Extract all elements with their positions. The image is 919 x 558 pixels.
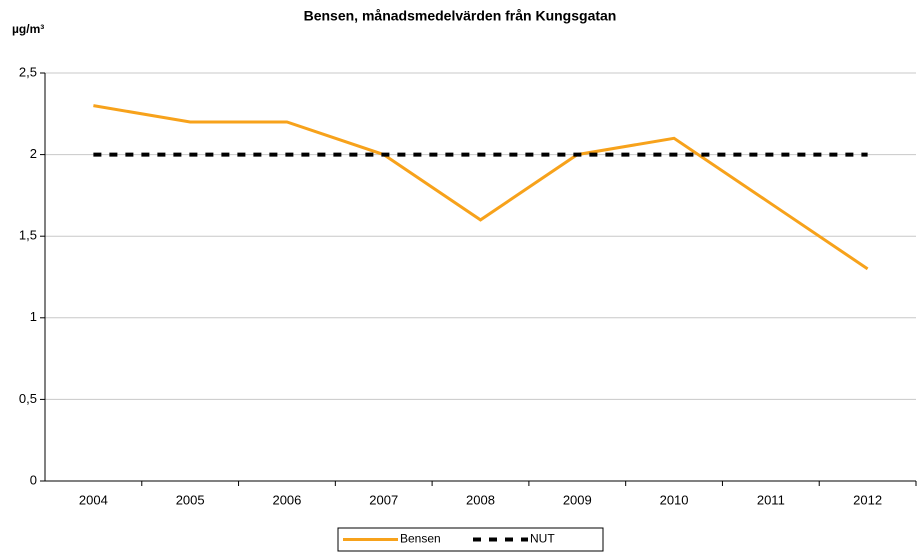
- x-tick-label: 2004: [79, 492, 108, 507]
- x-tick-label: 2009: [563, 492, 592, 507]
- y-tick-label: 1: [30, 309, 37, 324]
- y-tick-label: 1,5: [19, 228, 37, 243]
- line-series: [93, 104, 869, 271]
- legend-box: [337, 527, 604, 552]
- chart-title: Bensen, månadsmedelvärden från Kungsgata…: [304, 8, 617, 24]
- legend-label: Bensen: [400, 532, 441, 546]
- x-tick-label: 2005: [176, 492, 205, 507]
- y-tick-label: 2,5: [19, 64, 37, 79]
- x-tick-label: 2007: [369, 492, 398, 507]
- x-tick-label: 2011: [757, 492, 785, 507]
- y-tick-label: 0,5: [19, 391, 37, 406]
- x-tick-label: 2008: [466, 492, 495, 507]
- x-tick-label: 2006: [272, 492, 301, 507]
- y-tick-label: 0: [30, 472, 37, 487]
- y-tick-label: 2: [30, 146, 37, 161]
- x-tick-label: 2012: [853, 492, 882, 507]
- x-tick-label: 2010: [660, 492, 689, 507]
- y-axis-label: µg/m³: [12, 22, 44, 36]
- legend-label: NUT: [530, 532, 555, 546]
